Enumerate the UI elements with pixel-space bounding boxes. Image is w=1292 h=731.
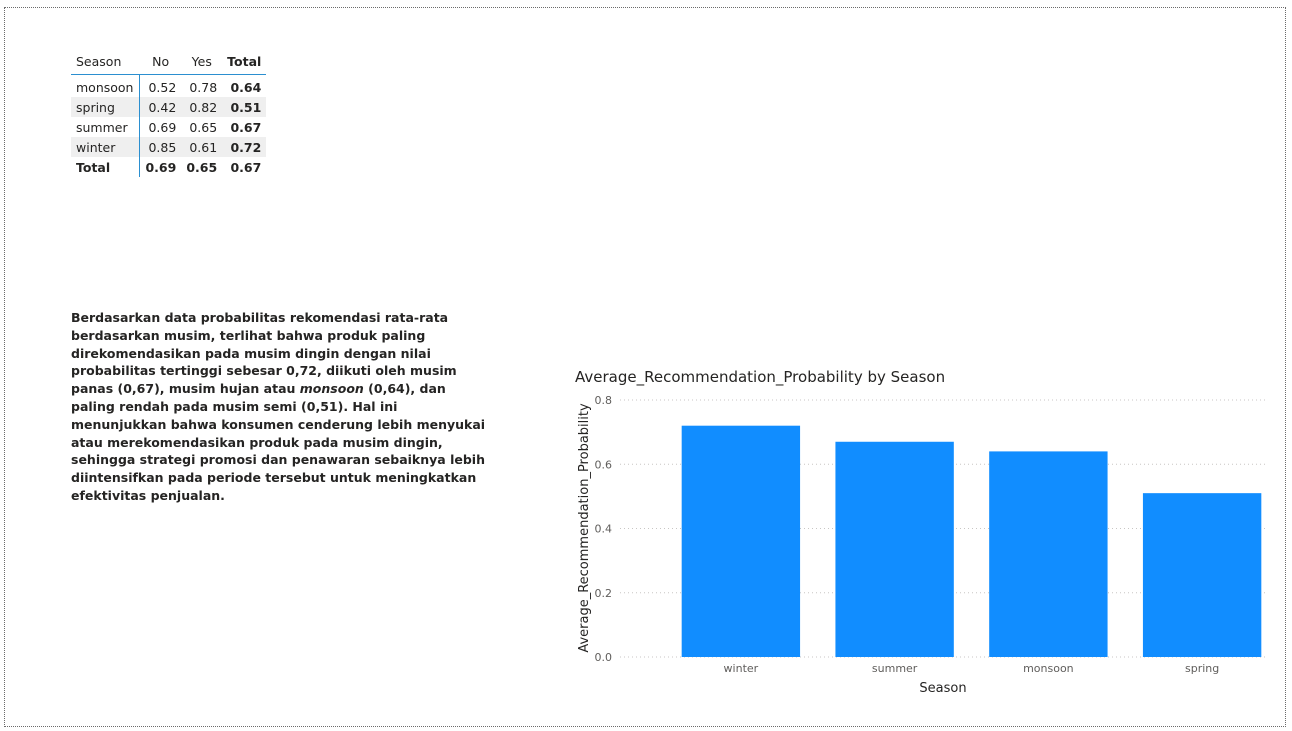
header-season[interactable]: Season xyxy=(71,48,140,75)
header-yes[interactable]: Yes xyxy=(181,48,223,75)
matrix-header-row: Season No Yes Total xyxy=(71,48,267,75)
x-tick-label: winter xyxy=(724,662,759,675)
y-tick-label: 0.6 xyxy=(595,458,613,471)
y-tick-label: 0.0 xyxy=(595,651,613,664)
narrative-part-1: Berdasarkan data probabilitas rekomendas… xyxy=(71,310,457,397)
y-tick-label: 0.8 xyxy=(595,394,613,407)
row-label: summer xyxy=(71,117,141,137)
cell-total: 0.51 xyxy=(222,97,267,117)
y-axis-title: Average_Recommendation_Probability xyxy=(577,403,592,653)
cell-yes: 0.61 xyxy=(181,137,223,157)
table-total-row: Total 0.69 0.65 0.67 xyxy=(71,157,266,177)
row-label: spring xyxy=(71,97,141,117)
season-matrix-table: Season No Yes Total monsoon 0.52 0.78 0.… xyxy=(71,48,267,177)
x-tick-label: spring xyxy=(1185,662,1219,675)
cell-total: 0.67 xyxy=(230,119,262,135)
bar-chart: 0.0 0.2 0.4 0.6 0.8 winter summer monsoon sprin… xyxy=(577,394,1265,696)
bar-winter xyxy=(681,425,801,657)
table-row: winter 0.85 0.61 0.72 xyxy=(71,137,267,157)
cell-yes: 0.65 xyxy=(189,119,218,135)
bars xyxy=(681,425,1262,657)
table-row: monsoon 0.52 0.78 0.64 xyxy=(71,74,266,97)
cell-yes: 0.78 xyxy=(189,79,218,95)
row-label: winter xyxy=(71,137,141,157)
x-axis-ticks: winter summer monsoon spring xyxy=(724,662,1220,675)
total-total: 0.67 xyxy=(230,159,262,175)
report-canvas xyxy=(4,7,1286,727)
cell-no: 0.85 xyxy=(139,137,182,157)
cell-no: 0.52 xyxy=(148,79,177,95)
x-tick-label: monsoon xyxy=(1023,662,1074,675)
narrative-text: Berdasarkan data probabilitas rekomendas… xyxy=(71,309,491,505)
narrative-part-2: (0,64), dan paling rendah pada musim sem… xyxy=(71,381,486,503)
y-tick-label: 0.2 xyxy=(595,587,613,600)
narrative-emphasis: monsoon xyxy=(299,381,364,397)
bar-summer xyxy=(835,441,954,657)
bar-spring xyxy=(1142,493,1262,657)
total-yes: 0.65 xyxy=(186,159,218,175)
total-label: Total xyxy=(71,157,141,177)
bar-monsoon xyxy=(989,451,1108,657)
table-row: spring 0.42 0.82 0.51 xyxy=(71,97,267,117)
x-axis-title: Season xyxy=(919,681,966,696)
chart-title: Average_Recommendation_Probability by Se… xyxy=(575,368,946,386)
cell-yes: 0.82 xyxy=(181,97,223,117)
cell-total: 0.64 xyxy=(230,79,262,95)
cell-no: 0.42 xyxy=(139,97,182,117)
table-row: summer 0.69 0.65 0.67 xyxy=(71,117,266,137)
cell-total: 0.72 xyxy=(222,137,267,157)
x-tick-label: summer xyxy=(872,662,918,675)
row-label: monsoon xyxy=(71,74,141,97)
header-total[interactable]: Total xyxy=(222,48,267,75)
cell-no: 0.69 xyxy=(148,119,177,135)
total-no: 0.69 xyxy=(145,159,177,175)
header-no[interactable]: No xyxy=(139,48,182,75)
y-axis-ticks: 0.0 0.2 0.4 0.6 0.8 xyxy=(595,394,613,664)
y-tick-label: 0.4 xyxy=(595,523,613,536)
